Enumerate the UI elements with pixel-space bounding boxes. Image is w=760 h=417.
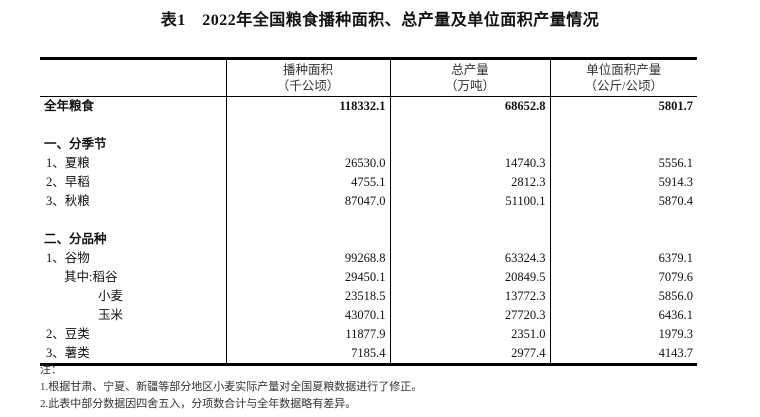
note-2: 2.此表中部分数据因四舍五入，分项数合计与全年数据略有差异。 — [40, 398, 357, 410]
total-output-cell: 20849.5 — [389, 268, 550, 287]
sown-area-cell — [225, 211, 390, 230]
table-row: 2、豆类 11877.9 2351.0 1979.3 — [40, 325, 697, 344]
table-title: 表1 2022年全国粮食播种面积、总产量及单位面积产量情况 — [160, 12, 600, 29]
total-output-cell: 14740.3 — [389, 154, 550, 173]
notes: 注： 1.根据甘肃、宁夏、新疆等部分地区小麦实际产量对全国夏粮数据进行了修正。 … — [40, 362, 422, 413]
table-row: 一、分季节 — [40, 135, 697, 154]
yield-cell — [549, 211, 697, 230]
total-output-cell — [389, 135, 550, 154]
row-label: 玉米 — [98, 308, 124, 322]
table-row: 二、分品种 — [40, 230, 697, 249]
table-row: 1、谷物 99268.8 63324.3 6379.1 — [40, 249, 697, 268]
yield-cell: 5856.0 — [549, 287, 697, 306]
row-label: 2、早稻 — [46, 175, 90, 189]
header-blank — [40, 57, 226, 97]
sown-area-cell — [225, 135, 390, 154]
sown-area-cell: 23518.5 — [225, 287, 390, 306]
row-label: 1、夏粮 — [46, 156, 90, 170]
total-output-cell: 63324.3 — [389, 249, 550, 268]
row-label: 小麦 — [98, 289, 124, 303]
table-row: 3、秋粮 87047.0 51100.1 5870.4 — [40, 192, 697, 211]
row-label: 1、谷物 — [46, 251, 90, 265]
yield-cell: 4143.7 — [549, 344, 697, 366]
sown-area-cell: 26530.0 — [225, 154, 390, 173]
sown-area-cell: 87047.0 — [225, 192, 390, 211]
sown-area-cell — [225, 230, 390, 249]
total-output-cell — [389, 230, 550, 249]
row-label: 3、秋粮 — [46, 194, 90, 208]
table-row — [40, 116, 697, 135]
total-output-cell — [389, 211, 550, 230]
header-yield: 单位面积产量 （公斤/公顷） — [549, 57, 697, 97]
row-label: 2、豆类 — [46, 327, 90, 341]
total-output-cell: 2351.0 — [389, 325, 550, 344]
total-output-cell: 2977.4 — [389, 344, 550, 366]
sown-area-cell: 118332.1 — [225, 96, 390, 116]
row-label — [40, 116, 226, 135]
table-row: 1、夏粮 26530.0 14740.3 5556.1 — [40, 154, 697, 173]
header-row: 播种面积 （千公顷） 总产量 （万吨） 单位面积产量 （公斤/公顷） — [40, 57, 697, 97]
sown-area-cell: 11877.9 — [225, 325, 390, 344]
table-row: 2、早稻 4755.1 2812.3 5914.3 — [40, 173, 697, 192]
total-output-cell: 51100.1 — [389, 192, 550, 211]
total-output-cell — [389, 116, 550, 135]
sown-area-cell: 4755.1 — [225, 173, 390, 192]
sown-area-cell — [225, 116, 390, 135]
table-row: 小麦 23518.5 13772.3 5856.0 — [40, 287, 697, 306]
table-row: 3、薯类 7185.4 2977.4 4143.7 — [40, 344, 697, 366]
yield-cell: 5914.3 — [549, 173, 697, 192]
yield-cell: 1979.3 — [549, 325, 697, 344]
yield-cell — [549, 135, 697, 154]
yield-cell — [549, 116, 697, 135]
row-label: 一、分季节 — [44, 137, 107, 151]
yield-cell: 7079.6 — [549, 268, 697, 287]
row-label: 二、分品种 — [44, 232, 107, 246]
sown-area-cell: 29450.1 — [225, 268, 390, 287]
yield-cell: 6436.1 — [549, 306, 697, 325]
yield-cell: 5801.7 — [549, 96, 697, 116]
total-output-cell: 2812.3 — [389, 173, 550, 192]
table-row — [40, 211, 697, 230]
total-output-cell: 13772.3 — [389, 287, 550, 306]
yield-cell: 6379.1 — [549, 249, 697, 268]
row-label: 其中:稻谷 — [64, 270, 118, 284]
note-1: 1.根据甘肃、宁夏、新疆等部分地区小麦实际产量对全国夏粮数据进行了修正。 — [40, 381, 423, 393]
total-output-cell: 68652.8 — [389, 96, 550, 116]
header-total-output: 总产量 （万吨） — [389, 57, 550, 97]
yield-cell: 5556.1 — [549, 154, 697, 173]
sown-area-cell: 99268.8 — [225, 249, 390, 268]
yield-cell — [549, 230, 697, 249]
grain-table: 播种面积 （千公顷） 总产量 （万吨） 单位面积产量 （公斤/公顷） 全年粮食 1183… — [40, 57, 697, 366]
table-row: 其中:稻谷 29450.1 20849.5 7079.6 — [40, 268, 697, 287]
sown-area-cell: 7185.4 — [225, 344, 390, 366]
total-output-cell: 27720.3 — [389, 306, 550, 325]
header-sown-area: 播种面积 （千公顷） — [225, 57, 390, 97]
table-row: 玉米 43070.1 27720.3 6436.1 — [40, 306, 697, 325]
row-label: 3、薯类 — [40, 344, 226, 366]
note-heading: 注： — [40, 364, 62, 376]
row-label: 全年粮食 — [44, 99, 95, 113]
table-row: 全年粮食 118332.1 68652.8 5801.7 — [40, 96, 697, 116]
sown-area-cell: 43070.1 — [225, 306, 390, 325]
row-label — [40, 211, 226, 230]
yield-cell: 5870.4 — [549, 192, 697, 211]
